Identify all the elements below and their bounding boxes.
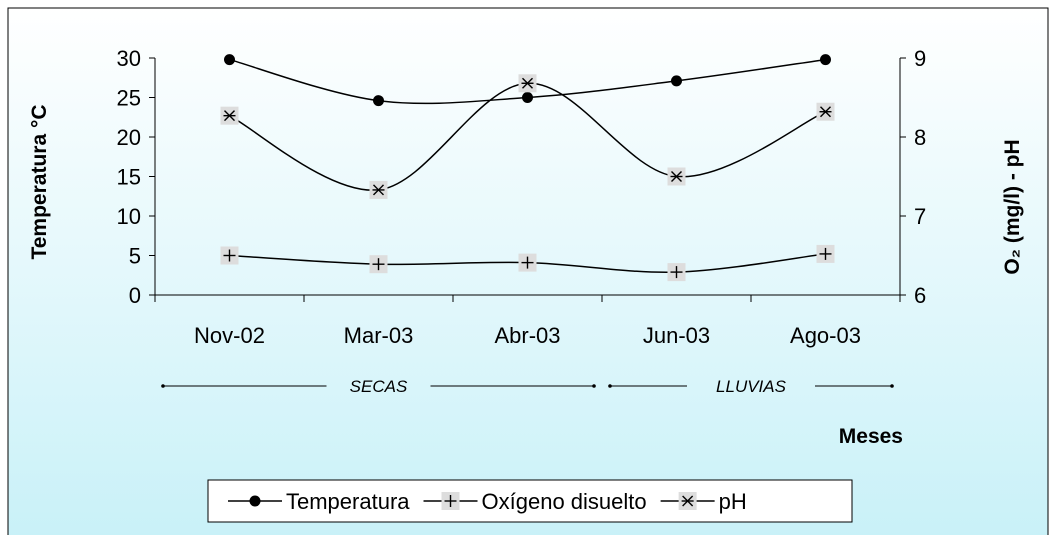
y-tick-label-left: 10 xyxy=(117,204,141,229)
data-point-ox-geno-disuelto xyxy=(667,263,686,282)
y-axis-left-label: Temperatura °C xyxy=(28,104,51,259)
data-point-ox-geno-disuelto xyxy=(518,253,537,272)
x-tick-label: Ago-03 xyxy=(790,323,861,348)
x-tick-label: Nov-02 xyxy=(194,323,265,348)
y-tick-label-right: 8 xyxy=(914,125,926,150)
data-point-ph xyxy=(518,74,537,93)
x-tick-label: Mar-03 xyxy=(344,323,414,348)
marker-stroke xyxy=(373,184,384,196)
legend: Temperatura Oxígeno disuelto pH xyxy=(207,479,853,523)
y-tick-label-right: 7 xyxy=(914,204,926,229)
marker-stroke xyxy=(820,106,831,118)
legend-marker-ph xyxy=(678,492,697,510)
y-tick-label-left: 0 xyxy=(129,283,141,308)
legend-label-ph: pH xyxy=(719,489,747,514)
y-tick-label-left: 30 xyxy=(117,46,141,71)
labels-layer: Temperatura °C O₂ (mg/l) - pH Meses 0 5 10… xyxy=(28,46,1024,448)
data-point-temperatura xyxy=(671,75,682,87)
marker-stroke xyxy=(522,77,533,89)
season-label: LLUVIAS xyxy=(716,377,787,396)
legend-box xyxy=(207,479,853,523)
season-label: SECAS xyxy=(350,377,408,396)
data-point-ox-geno-disuelto xyxy=(220,246,239,265)
y-tick-label-left: 25 xyxy=(117,86,141,111)
x-axis-label: Meses xyxy=(839,425,903,448)
y-tick-label-left: 20 xyxy=(117,125,141,150)
x-tick-label: Abr-03 xyxy=(494,323,560,348)
legend-label-temperatura: Temperatura xyxy=(286,489,410,514)
marker-stroke xyxy=(224,110,235,122)
data-point-temperatura xyxy=(224,54,235,66)
y-axis-right-label: O₂ (mg/l) - pH xyxy=(1001,139,1024,274)
x-tick-label: Jun-03 xyxy=(643,323,710,348)
legend-marker-ox-geno-disuelto xyxy=(441,492,460,510)
data-point-ph xyxy=(816,102,835,121)
y-tick-label-right: 9 xyxy=(914,46,926,71)
season-end-dot xyxy=(890,384,894,388)
y-tick-label-left: 15 xyxy=(117,165,141,190)
series-layer xyxy=(220,54,835,282)
data-point-temperatura xyxy=(522,92,533,103)
season-end-dot xyxy=(161,384,165,388)
data-point-ph xyxy=(369,180,388,199)
data-point-ox-geno-disuelto xyxy=(816,244,835,263)
marker-stroke xyxy=(671,171,682,182)
season-end-dot xyxy=(592,384,596,388)
y-tick-label-right: 6 xyxy=(914,283,926,308)
y-tick-label-left: 5 xyxy=(129,244,141,269)
data-point-temperatura xyxy=(373,95,384,107)
legend-marker-temperatura xyxy=(249,495,261,507)
legend-label-ox-geno-disuelto: Oxígeno disuelto xyxy=(482,489,647,514)
data-point-ph xyxy=(667,167,686,186)
axes-layer xyxy=(149,57,906,388)
data-point-temperatura xyxy=(820,54,831,66)
data-point-ox-geno-disuelto xyxy=(369,255,388,274)
marker-stroke xyxy=(682,495,694,507)
data-point-ph xyxy=(220,106,239,125)
season-end-dot xyxy=(608,384,612,388)
